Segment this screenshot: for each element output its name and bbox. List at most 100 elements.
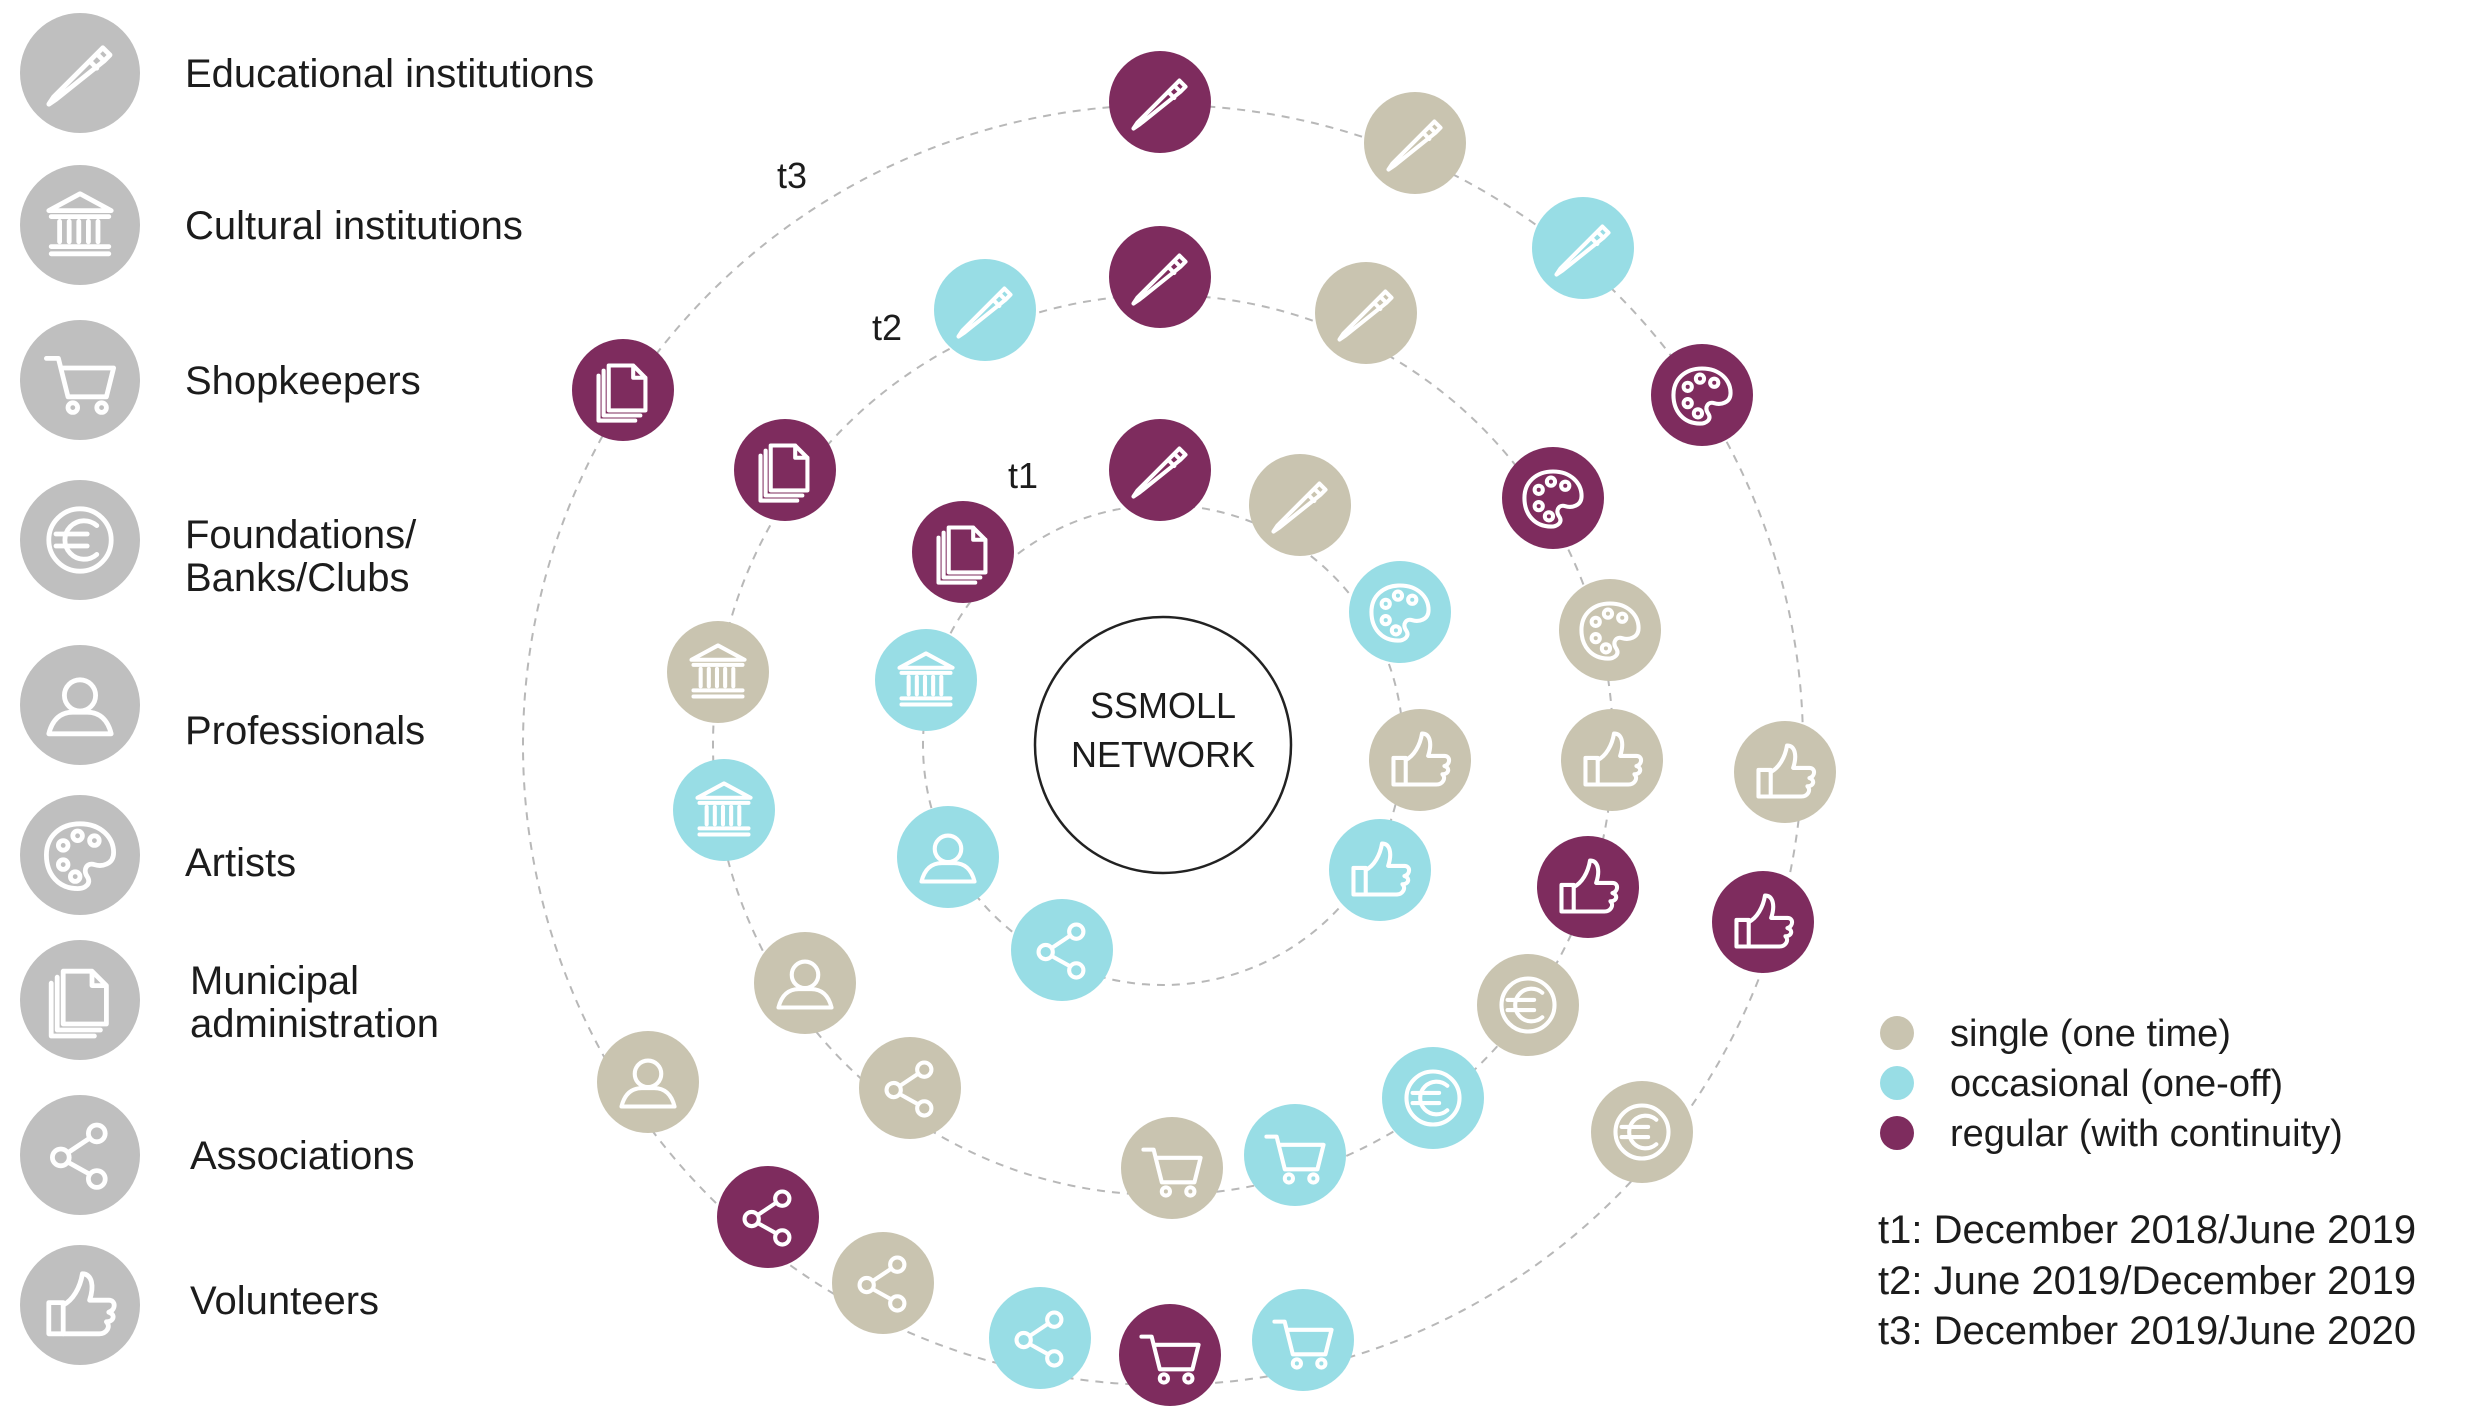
category-label: Foundations/	[185, 513, 417, 557]
center-node	[1033, 615, 1293, 875]
bubble-circle	[1591, 1081, 1693, 1183]
euro-icon	[46, 506, 114, 574]
category-badge	[20, 1245, 140, 1365]
bubble-circle	[859, 1037, 961, 1139]
network-node-cul-single	[667, 621, 769, 723]
category-legend-item-cul: Cultural institutions	[185, 204, 523, 248]
share-icon	[742, 1189, 792, 1247]
cart-icon	[1272, 1319, 1334, 1370]
network-node-edu-single	[1364, 92, 1466, 194]
network-node-muni-regular	[734, 419, 836, 521]
network-node-shop-regular	[1119, 1304, 1221, 1406]
bubble-circle	[1349, 561, 1451, 663]
category-label: Banks/Clubs	[185, 556, 410, 600]
legend-swatch-single	[1880, 1016, 1914, 1050]
network-node-assoc-occasional	[989, 1287, 1091, 1389]
bubble-circle	[897, 806, 999, 908]
palette-icon	[1369, 583, 1431, 643]
network-node-assoc-occasional	[1011, 899, 1113, 1001]
network-node-shop-occasional	[1244, 1104, 1346, 1206]
bubble-circle	[1561, 709, 1663, 811]
pencil-icon	[1386, 119, 1443, 172]
ring-t3-nodes	[572, 51, 1836, 1406]
person-icon	[919, 833, 977, 884]
pencil-icon	[46, 45, 113, 107]
category-label: Associations	[190, 1134, 415, 1178]
network-node-prof-single	[754, 932, 856, 1034]
bubble-circle	[989, 1287, 1091, 1389]
network-node-vol-single	[1561, 709, 1663, 811]
bubble-circle	[1119, 1304, 1221, 1406]
category-legend-item-edu: Educational institutions	[185, 52, 594, 96]
bubble-circle	[1244, 1104, 1346, 1206]
palette-icon	[1579, 601, 1641, 661]
person-icon	[619, 1058, 677, 1109]
network-node-assoc-single	[859, 1037, 961, 1139]
person-icon	[776, 959, 834, 1010]
bubble-circle	[1734, 721, 1836, 823]
period-label: t1: December 2018/June 2019	[1878, 1208, 2416, 1252]
pencil-icon	[1131, 253, 1188, 306]
network-node-edu-single	[1315, 262, 1417, 364]
network-node-vol-regular	[1712, 871, 1814, 973]
ring-label-t2: t2	[872, 307, 902, 348]
bubble-circle	[1559, 579, 1661, 681]
legend-label-occasional: occasional (one-off)	[1950, 1063, 2283, 1105]
center-label-line2: NETWORK	[1071, 734, 1255, 775]
bubble-circle	[754, 932, 856, 1034]
share-icon	[884, 1060, 934, 1118]
person-icon	[46, 677, 114, 737]
cart-icon	[1264, 1134, 1326, 1185]
bubble-circle	[1712, 871, 1814, 973]
network-node-vol-single	[1734, 721, 1836, 823]
bubble-circle	[20, 1095, 140, 1215]
bubble-circle	[1477, 954, 1579, 1056]
network-node-cul-occasional	[673, 759, 775, 861]
category-badge	[20, 480, 140, 600]
network-node-edu-regular	[1109, 51, 1211, 153]
frequency-legend: single (one time) occasional (one-off) reg…	[1880, 1013, 2343, 1155]
network-node-vol-regular	[1537, 836, 1639, 938]
thumbs-up-icon	[1351, 841, 1412, 897]
category-legend-item-vol: Volunteers	[190, 1279, 379, 1323]
network-node-edu-occasional	[934, 259, 1036, 361]
palette-icon	[43, 821, 117, 892]
thumbs-up-icon	[1559, 858, 1620, 914]
bubble-circle	[1329, 819, 1431, 921]
documents-icon	[596, 363, 648, 423]
bubble-circle	[1537, 836, 1639, 938]
category-label: Municipal	[190, 959, 359, 1003]
cart-icon	[1141, 1147, 1203, 1198]
network-node-muni-regular	[912, 501, 1014, 603]
bubble-circle	[20, 480, 140, 600]
bubble-circle	[1369, 709, 1471, 811]
share-icon	[1014, 1310, 1064, 1368]
share-icon	[857, 1255, 907, 1313]
network-node-prof-occasional	[897, 806, 999, 908]
network-node-shop-occasional	[1252, 1289, 1354, 1391]
category-legend-item-prof: Professionals	[185, 709, 425, 753]
category-badge	[20, 1095, 140, 1215]
network-node-vol-occasional	[1329, 819, 1431, 921]
category-label: Professionals	[185, 709, 425, 753]
thumbs-up-icon	[1391, 731, 1452, 787]
network-node-edu-regular	[1109, 419, 1211, 521]
bubble-circle	[1252, 1289, 1354, 1391]
center-label-line1: SSMOLL	[1090, 685, 1236, 726]
ring-label-t3: t3	[777, 155, 807, 196]
category-badge	[20, 645, 140, 765]
network-node-shop-single	[1121, 1117, 1223, 1219]
museum-icon	[689, 643, 747, 699]
museum-icon	[695, 781, 753, 837]
category-label: Artists	[185, 841, 296, 885]
share-icon	[1036, 922, 1086, 980]
share-icon	[49, 1122, 108, 1190]
ring-t2-nodes	[667, 226, 1663, 1219]
category-badge	[20, 13, 140, 133]
category-label: Volunteers	[190, 1279, 379, 1323]
category-badge	[20, 795, 140, 915]
network-node-fund-single	[1591, 1081, 1693, 1183]
euro-icon	[1499, 976, 1557, 1034]
palette-icon	[1522, 469, 1584, 529]
